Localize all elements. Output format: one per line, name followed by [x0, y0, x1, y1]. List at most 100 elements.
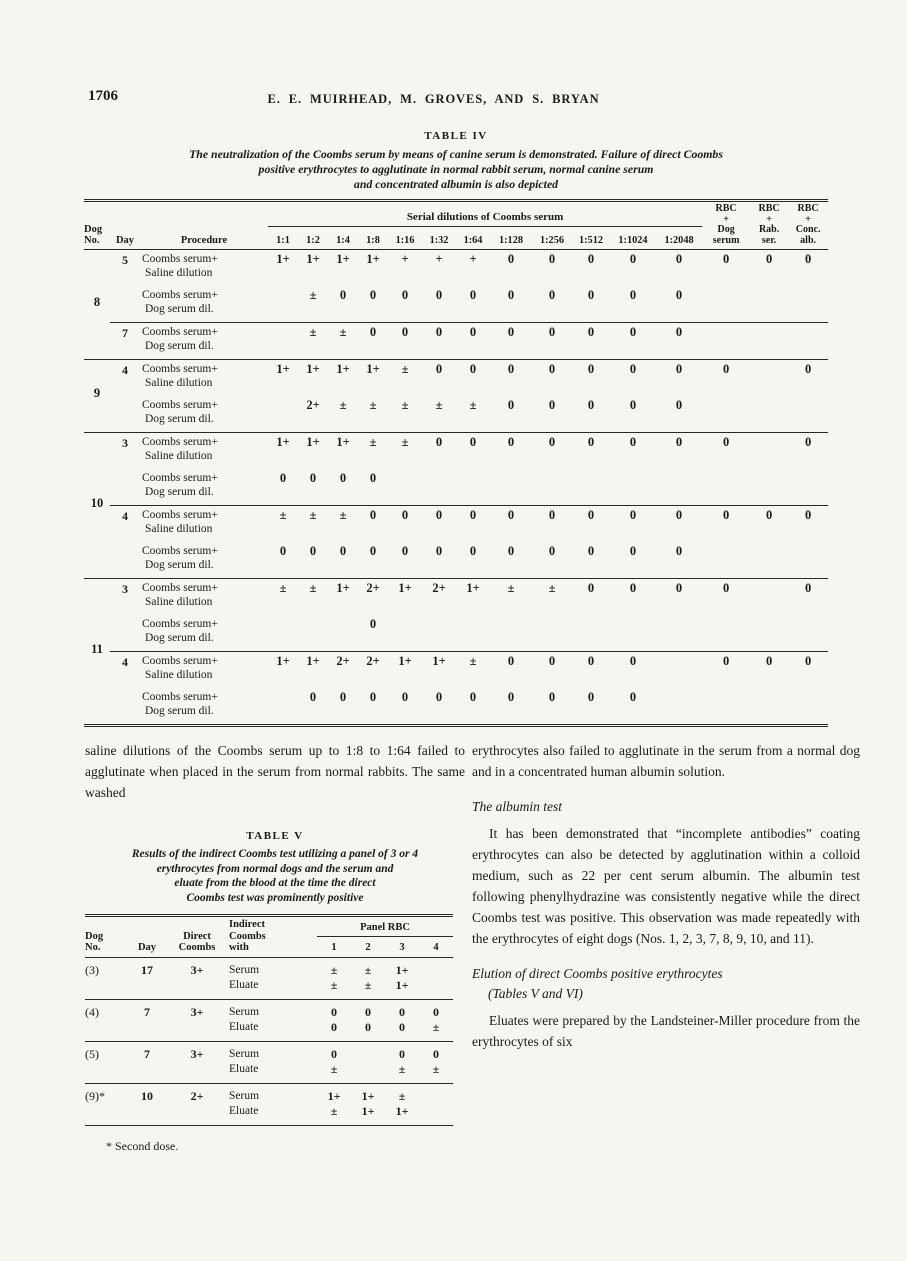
dilution-value: 0 [358, 505, 388, 542]
table4-row: 7 Coombs serum+ Dog serum dil. ± ±0 0 0 0 0 0 0 0 0 [84, 322, 829, 360]
eluate-value: 1+ [395, 1103, 409, 1118]
dilution-value: ± [298, 505, 328, 542]
dilution-value: 1+ [366, 252, 380, 266]
panel-rbc-cell: 0 ± [419, 998, 453, 1041]
dilution-value [490, 615, 532, 652]
header-line: with [229, 942, 249, 953]
dilution-value [268, 615, 298, 652]
table5-row: (4) 7 3+ Serum Eluate 0 0 0 0 0 0 0 ± [85, 998, 453, 1041]
dilution-value: 0 [629, 544, 637, 558]
table5-footnote: * Second dose. [106, 1138, 179, 1153]
col-header-dilution: 1:128 [490, 226, 532, 251]
dilution-value: 0 [435, 690, 443, 704]
rbc-value: 0 [788, 651, 829, 688]
header-line: No. [85, 942, 101, 953]
eluate-value: ± [330, 1103, 338, 1118]
dilution-value [572, 615, 610, 652]
dilution-value: 0 [532, 359, 572, 396]
rbc-value: 0 [750, 505, 789, 542]
dilution-value: 1+ [388, 578, 422, 615]
dilution-value: 0 [456, 359, 490, 396]
dilution-value: 0 [675, 398, 683, 412]
direct-coombs-value: 3+ [165, 1040, 229, 1083]
dilution-value: ± [339, 398, 347, 412]
dilution-value: 0 [675, 252, 683, 266]
dilution-value [656, 615, 702, 652]
serum-value: 0 [433, 1046, 439, 1061]
dilution-value: 0 [572, 359, 610, 396]
rbc-value: 0 [788, 505, 829, 542]
col-header-dilution: 1:64 [456, 226, 490, 251]
procedure-line: Dog serum dil. [145, 631, 214, 644]
dilution-value: 0 [532, 322, 572, 360]
dilution-value: 0 [656, 505, 703, 542]
table4-row: 10 3 Coombs serum+ Saline dilution 1+ 1+ 1+ ± ±0… [84, 432, 829, 579]
dilution-value [572, 469, 610, 506]
dog-number: (5) [85, 1040, 129, 1083]
dilution-value: 0 [422, 505, 456, 542]
dilution-value: 0 [656, 322, 703, 360]
rbc-value: 0 [702, 359, 751, 396]
table5-caption: Results of the indirect Coombs test util… [85, 847, 465, 905]
procedure-cell: Coombs serum+ Saline dilution [140, 651, 268, 688]
dog-number: (9)* [85, 1082, 129, 1125]
eluate-value: 0 [399, 1019, 405, 1034]
rbc-value [750, 688, 788, 726]
dilution-value: 0 [656, 432, 703, 469]
col-header-panel-number: 1 [317, 936, 351, 958]
procedure-line: Coombs serum+ [142, 618, 218, 630]
rbc-value [702, 615, 750, 652]
procedure-cell: Coombs serum+ Saline dilution [140, 359, 268, 396]
panel-rbc-cell: ± ± [317, 957, 351, 999]
serum-value: 0 [399, 1004, 405, 1019]
dog-number: 11 [84, 578, 110, 726]
rbc-value [788, 615, 828, 652]
procedure-line: Saline dilution [145, 522, 213, 535]
table4-header-row-dilutions: 1:1 1:2 1:4 1:8 1:16 1:32 1:64 1:128 1:256 1:512 1… [84, 226, 828, 251]
col-header-dilution: 1:512 [572, 226, 610, 251]
rbc-value: 0 [722, 252, 730, 266]
serum-value: 1+ [327, 1088, 341, 1103]
dilution-value: 2+ [422, 578, 456, 615]
header-line: alb. [800, 234, 817, 246]
sample-labels: Serum Eluate [229, 998, 317, 1041]
caption-line: and concentrated albumin is also depicte… [353, 177, 559, 191]
procedure-line: Dog serum dil. [145, 485, 214, 498]
dilution-value: 2+ [306, 398, 320, 412]
procedure-cell: Coombs serum+ Dog serum dil. [140, 615, 268, 652]
procedure-line: Coombs serum+ [142, 326, 218, 338]
header-line: Dog [84, 224, 103, 235]
dilution-value: 0 [435, 288, 443, 302]
serum-label: Serum [229, 963, 260, 976]
rbc-value [750, 396, 788, 433]
dilution-value: ± [309, 288, 317, 302]
rbc-value [702, 322, 751, 360]
serum-value: 0 [331, 1046, 337, 1061]
dilution-value: 1+ [336, 252, 350, 266]
dilution-value: ± [298, 578, 328, 615]
caption-line: The neutralization of the Coombs serum b… [189, 147, 723, 161]
dilution-value: 0 [469, 690, 477, 704]
dilution-value: 0 [610, 359, 656, 396]
procedure-cell: Coombs serum+ Saline dilution [140, 250, 268, 287]
dilution-value: 0 [369, 288, 377, 302]
header-line: Rab. [758, 224, 780, 235]
eluate-label: Eluate [229, 1104, 259, 1117]
dilution-value: 1+ [276, 252, 290, 266]
dilution-value [422, 469, 456, 506]
rbc-value [788, 322, 829, 360]
sample-labels: Serum Eluate [229, 1082, 317, 1125]
procedure-line: Saline dilution [145, 449, 213, 462]
serum-label: Serum [229, 1047, 260, 1060]
dilution-value: 2+ [328, 651, 358, 688]
rbc-value [702, 396, 750, 433]
dilution-value: 1+ [358, 359, 388, 396]
col-header-dilution: 1:256 [532, 226, 572, 251]
table4-row: Coombs serum+ Dog serum dil. 0 0 0 0 [84, 469, 828, 506]
procedure-line: Coombs serum+ [142, 691, 218, 703]
dilution-value: 0 [422, 322, 456, 360]
table4-block: TABLE IV The neutralization of the Coomb… [84, 130, 829, 727]
